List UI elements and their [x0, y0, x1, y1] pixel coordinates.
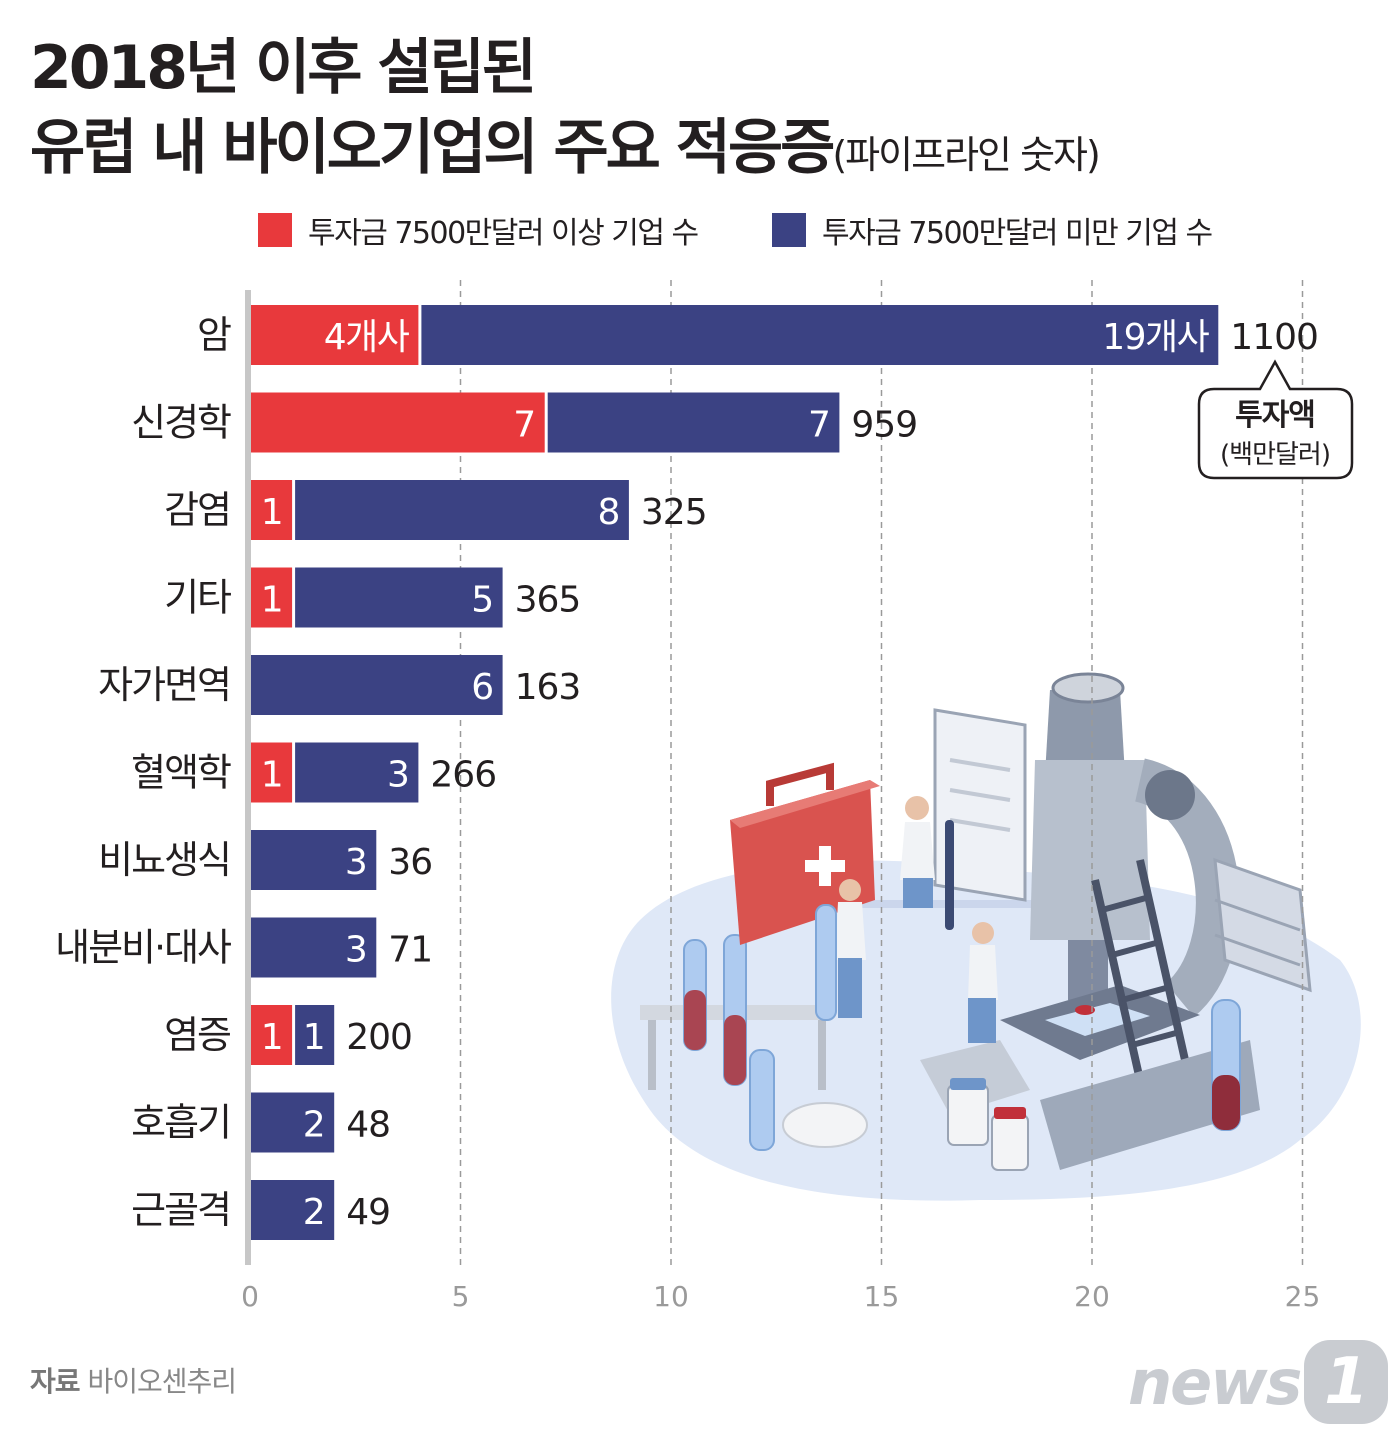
category-label: 비뇨생식: [98, 838, 230, 882]
bar-above-segment: [250, 480, 293, 540]
investment-label: 1100: [1230, 317, 1318, 358]
chart-title-line2: 유럽 내 바이오기업의 주요 적응증(파이프라인 숫자): [30, 118, 1101, 178]
segment-label-above: 4개사: [324, 317, 410, 358]
segment-label-below: 5: [471, 580, 492, 621]
legend-label-below: 투자금 7500만달러 미만 기업 수: [822, 216, 1213, 251]
x-tick-label: 0: [241, 1280, 259, 1313]
category-label: 내분비·대사: [55, 926, 231, 970]
logo-text: news: [1128, 1345, 1302, 1419]
bar-above-segment: [250, 305, 419, 365]
investment-label: 48: [346, 1105, 390, 1146]
bar-above-segment: [250, 392, 545, 453]
bar-below-segment: [250, 917, 377, 978]
segment-label-above: 1: [261, 580, 282, 621]
category-label: 암: [197, 313, 231, 357]
investment-label: 163: [515, 667, 581, 708]
category-label: 염증: [164, 1013, 230, 1057]
investment-label: 959: [851, 405, 917, 446]
legend-swatch-below: [772, 213, 806, 247]
bar-below-segment: [547, 392, 840, 453]
segment-label-below: 19개사: [1102, 317, 1209, 358]
category-label: 신경학: [131, 401, 231, 445]
source-label: 자료: [30, 1365, 81, 1398]
chart-title-line1: 2018년 이후 설립된: [30, 33, 537, 103]
category-label: 자가면역: [98, 663, 230, 707]
segment-label-below: 2: [303, 1105, 324, 1146]
category-label: 혈액학: [131, 751, 231, 795]
x-tick-label: 10: [653, 1280, 689, 1313]
segment-label-above: 1: [261, 492, 282, 533]
investment-label: 36: [388, 842, 432, 883]
segment-label-below: 3: [345, 930, 366, 971]
x-tick-label: 15: [864, 1280, 900, 1313]
callout-unit: (백만달러): [1220, 440, 1330, 470]
legend-swatch-above: [258, 213, 292, 247]
segment-label-above: 1: [261, 755, 282, 796]
news1-logo: news 1: [1128, 1340, 1389, 1424]
bar-above-segment: [250, 742, 293, 803]
segment-label-below: 8: [597, 492, 618, 533]
category-label: 감염: [164, 488, 230, 532]
segment-label-below: 3: [387, 755, 408, 796]
investment-callout: 투자액 (백만달러): [1197, 359, 1354, 480]
category-label: 근골격: [131, 1188, 230, 1232]
logo-badge: 1: [1304, 1340, 1389, 1424]
category-label: 호흡기: [131, 1101, 230, 1145]
investment-label: 49: [346, 1192, 390, 1233]
x-tick-label: 25: [1285, 1280, 1321, 1313]
bar-below-segment: [250, 1092, 335, 1153]
bar-below-segment: [250, 1180, 335, 1240]
chart-title-subtitle: (파이프라인 숫자): [832, 133, 1100, 177]
x-tick-label: 20: [1074, 1280, 1110, 1313]
x-tick-labels: 0 5 10 15 20 25: [241, 1280, 1320, 1313]
chart-title-main: 유럽 내 바이오기업의 주요 적응증: [30, 113, 835, 183]
x-tick-label: 5: [452, 1280, 470, 1313]
legend-label-above: 투자금 7500만달러 이상 기업 수: [308, 216, 699, 251]
segment-label-above: 7: [513, 405, 534, 446]
bar-below-segment: [250, 655, 503, 715]
bar-below-segment: [295, 480, 629, 540]
bar-below-segment: [421, 305, 1219, 365]
investment-label: 200: [346, 1017, 412, 1058]
bar-above-segment: [250, 567, 293, 628]
bar-below-segment: [295, 742, 419, 803]
category-label: 기타: [164, 576, 231, 620]
segment-label-below: 2: [303, 1192, 324, 1233]
source-text: 바이오센추리: [87, 1365, 237, 1398]
bar-below-segment: [295, 1005, 335, 1065]
bar-above-segment: [250, 1005, 293, 1065]
segment-label-below: 1: [303, 1017, 324, 1058]
investment-label: 325: [641, 492, 707, 533]
bars-group: [250, 305, 1219, 1240]
bar-below-segment: [250, 830, 377, 890]
legend-item-above: 투자금 7500만달러 이상 기업 수: [258, 208, 699, 252]
investment-label: 71: [388, 930, 432, 971]
investment-label: 365: [515, 580, 581, 621]
segment-label-below: 3: [345, 842, 366, 883]
callout-title: 투자액: [1235, 398, 1315, 433]
source-note: 자료 바이오센추리: [30, 1360, 237, 1400]
lab-illustration: [611, 672, 1361, 1201]
segment-label-below: 6: [471, 667, 492, 708]
legend-item-below: 투자금 7500만달러 미만 기업 수: [772, 208, 1213, 252]
segment-label-below: 7: [808, 405, 829, 446]
bar-below-segment: [295, 567, 503, 628]
investment-label: 266: [430, 755, 496, 796]
segment-label-above: 1: [261, 1017, 282, 1058]
